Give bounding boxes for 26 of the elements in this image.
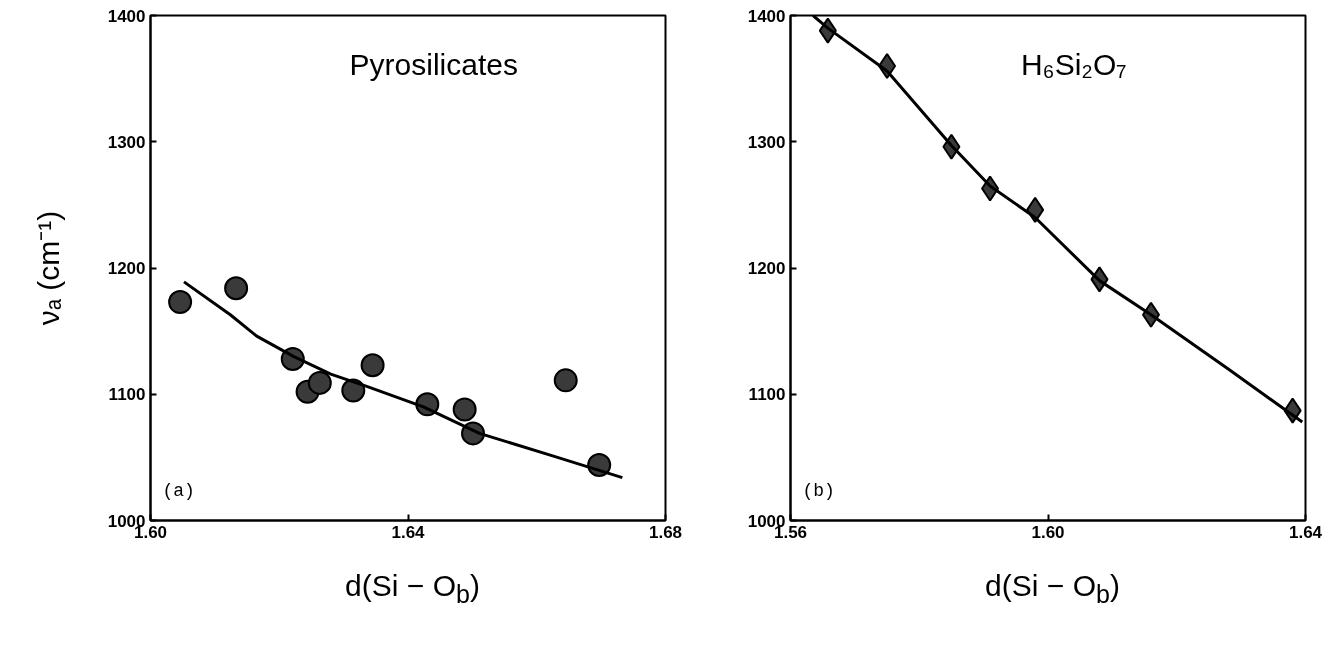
y-tick-label: 1100: [108, 385, 146, 405]
annotation: (b): [802, 480, 835, 501]
x-tick-label: 1.60: [1031, 522, 1065, 542]
x-tick-label: 1.68: [648, 522, 683, 542]
y-tick-label: 1400: [747, 6, 786, 26]
text: Pyrosilicates: [349, 47, 518, 81]
x-tick-label: 1.64: [391, 522, 426, 542]
y-tick-label: 1300: [107, 132, 146, 152]
y-tick-label: 1100: [748, 385, 786, 405]
y-axis-title: νₐ (cm⁻¹): [31, 210, 65, 326]
annotation: (a): [162, 480, 195, 501]
x-tick-label: 1.64: [1288, 522, 1323, 542]
point: [168, 290, 193, 315]
point: [553, 368, 578, 393]
y-tick-label: 1300: [747, 132, 786, 152]
y-tick-label: 1200: [747, 259, 786, 278]
point: [360, 353, 385, 378]
y-tick-label: 1200: [107, 259, 146, 278]
point: [307, 370, 332, 395]
x-axis-title: d(Si − O$_{b}$): [985, 568, 1120, 610]
text: H₆Si₂O₇: [1020, 47, 1127, 81]
point: [452, 397, 477, 422]
point: [224, 276, 249, 301]
x-axis-title: d(Si − O$_{b}$): [345, 568, 480, 610]
line-series: [182, 280, 624, 480]
y-tick-label: 1400: [107, 6, 146, 26]
